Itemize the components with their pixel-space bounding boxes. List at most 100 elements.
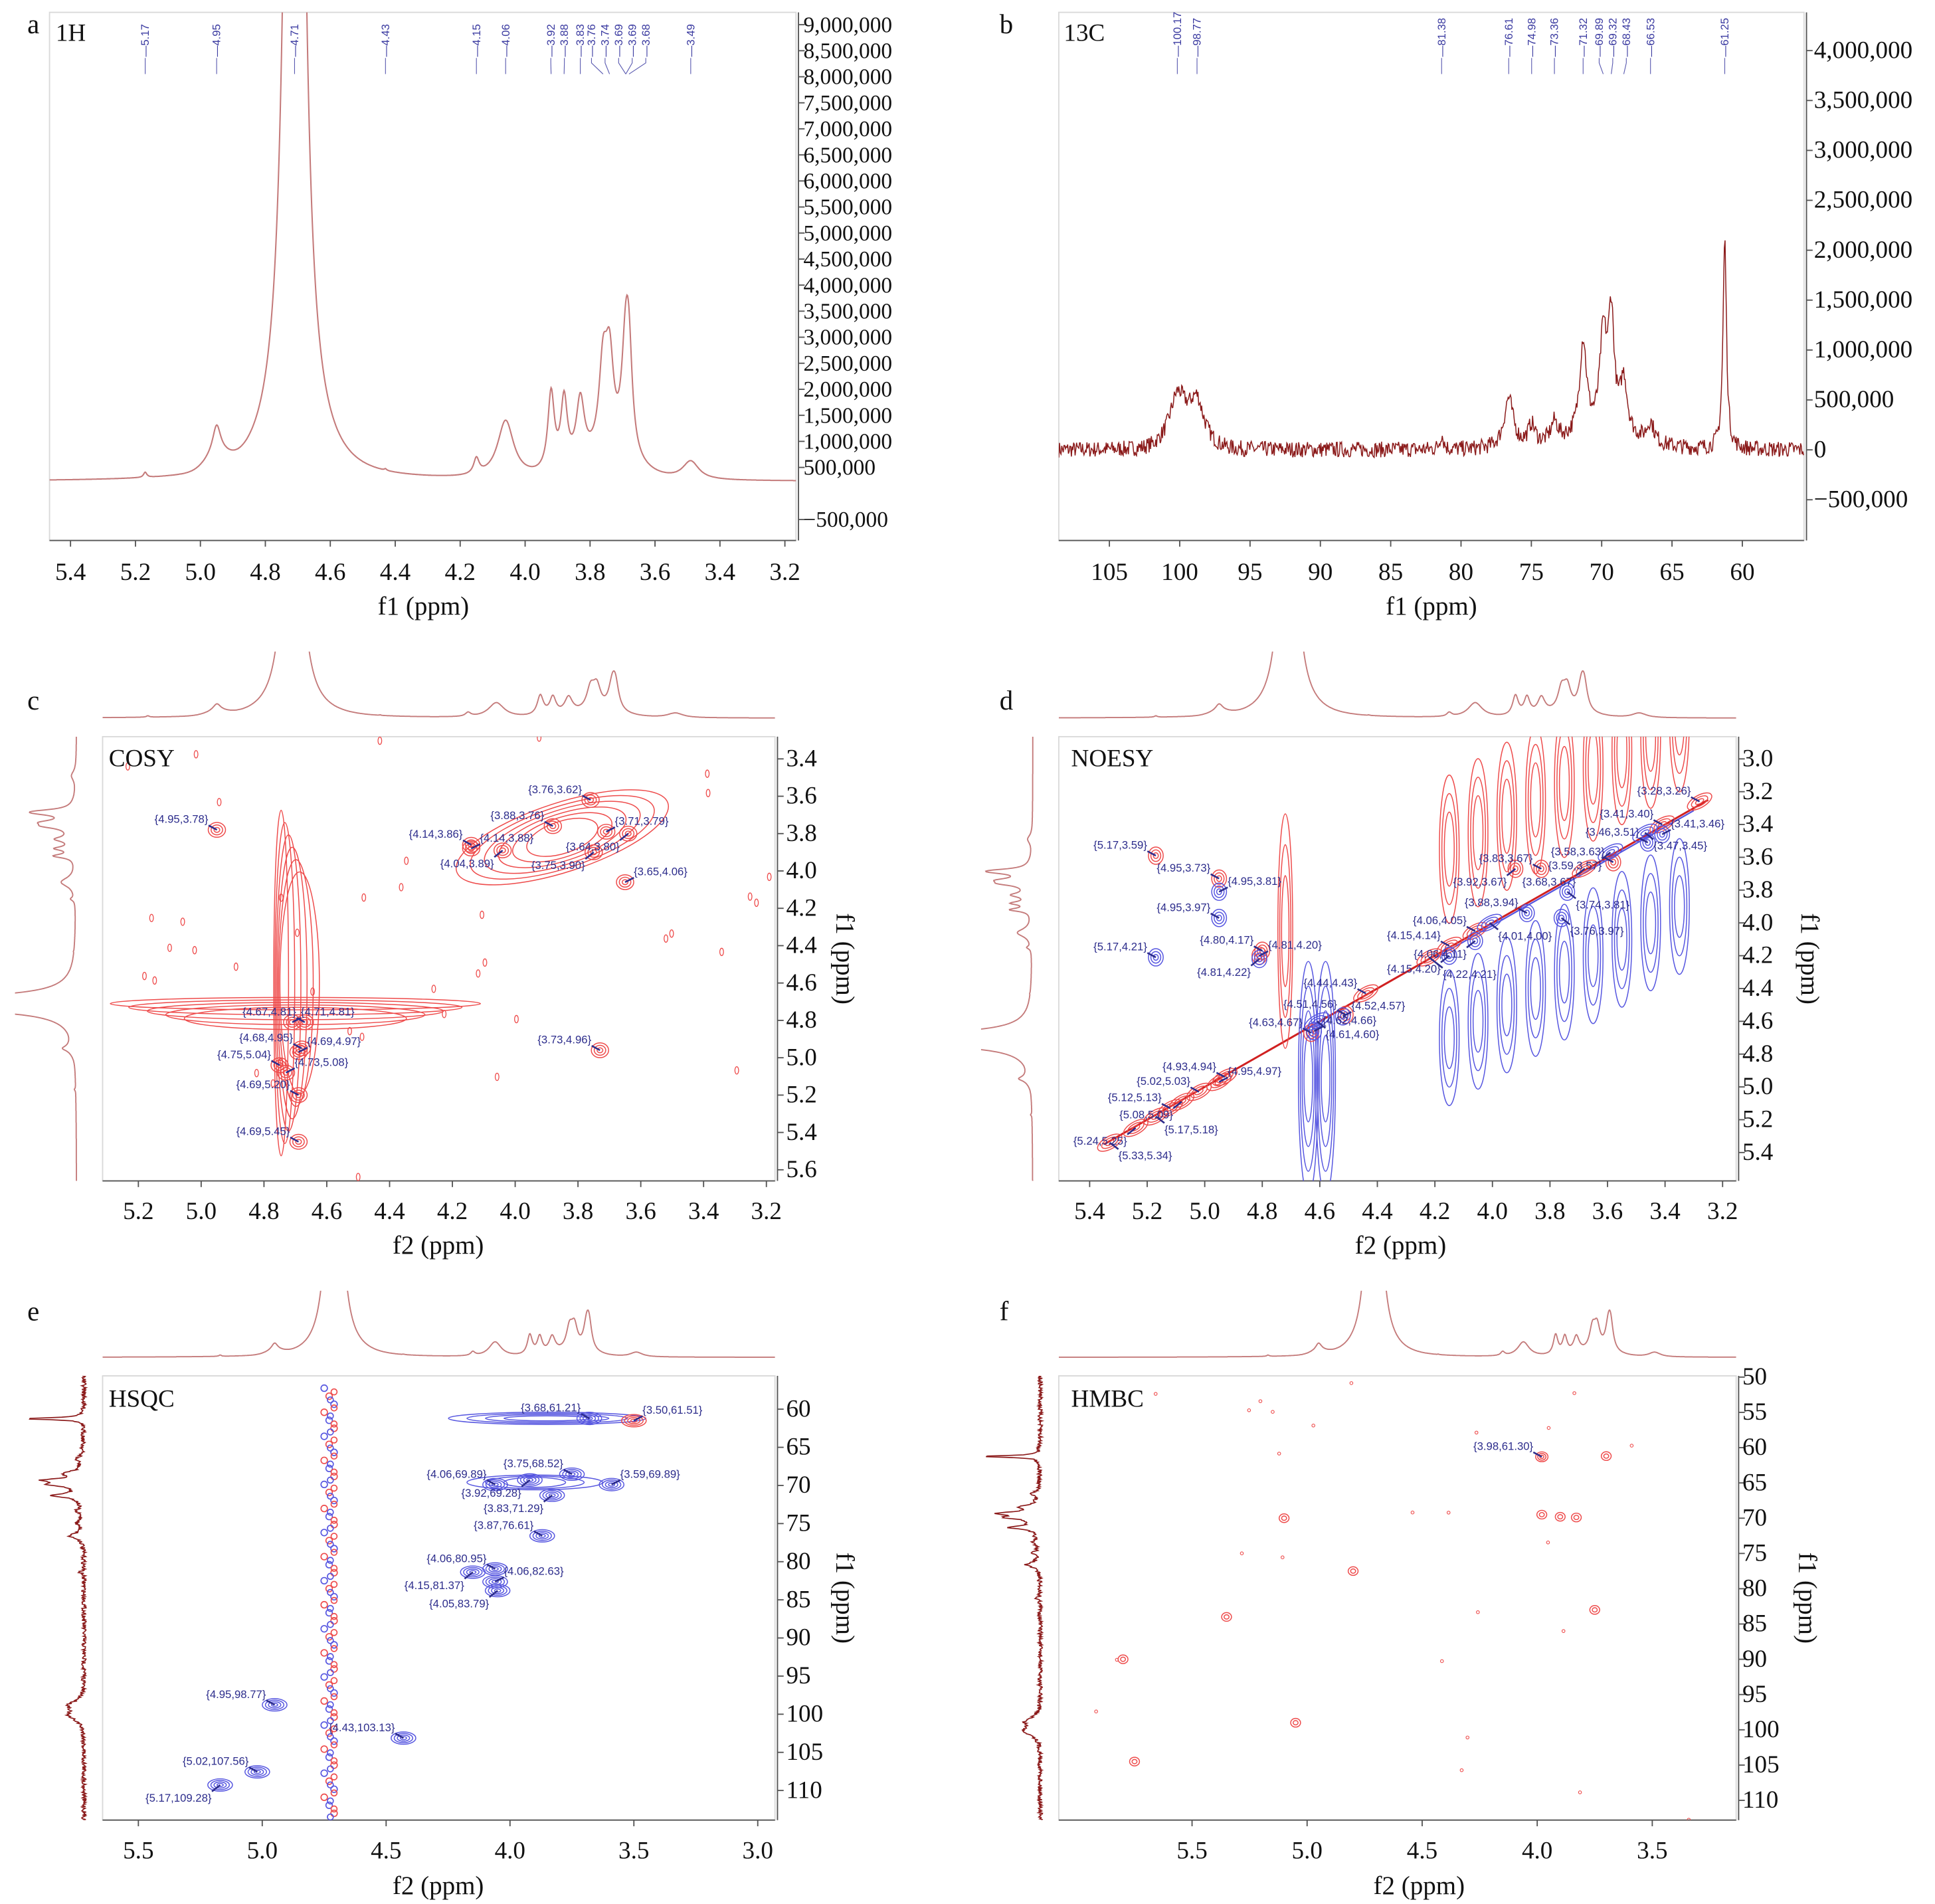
y-tick-label-d: 5.2	[1742, 1106, 1773, 1133]
cross-peak-leader	[1532, 1451, 1542, 1458]
cross-peak-contour	[207, 1778, 233, 1792]
artifact-contour	[327, 1749, 334, 1757]
noise-contour	[1271, 1410, 1275, 1414]
y-tick-label-b: 3,500,000	[1814, 86, 1913, 114]
y-tick-label-e: 65	[786, 1434, 810, 1461]
x-tick-label-a: 3.6	[640, 559, 670, 586]
cross-peak-leader	[1653, 819, 1663, 826]
artifact-contour	[325, 1729, 333, 1737]
cross-peak-leader	[633, 1415, 644, 1422]
water-contour	[1303, 1034, 1313, 1123]
cross-peak-contour	[488, 1481, 502, 1489]
y-tick-label-a: 500,000	[803, 456, 875, 480]
noise-contour	[476, 969, 481, 978]
water-contour	[1297, 961, 1319, 1181]
x-tick-label-a: 3.8	[575, 559, 605, 586]
water-contour	[1321, 1034, 1331, 1123]
cross-peak-label: {4.51,4.56}	[1283, 998, 1337, 1010]
cross-peak-contour	[529, 1529, 555, 1543]
artifact-contour	[320, 1745, 328, 1753]
cross-peak-label: {5.33,5.34}	[1119, 1149, 1172, 1162]
y-tick-label-d: 4.2	[1742, 942, 1773, 969]
artifact-contour	[327, 1428, 334, 1436]
cross-peak-leader	[1428, 957, 1443, 969]
cross-peak-leader	[1604, 856, 1614, 863]
artifact-contour	[330, 1617, 338, 1625]
y-tick-label-e: 95	[786, 1662, 810, 1689]
peak-label-leader	[1598, 58, 1604, 74]
noise-contour	[1546, 1541, 1550, 1545]
cross-peak-leader	[494, 850, 504, 858]
x-tick-label-c: 4.0	[500, 1198, 530, 1225]
cross-peak-contour	[546, 820, 559, 832]
cross-peak-contour	[207, 822, 227, 838]
artifact-contour	[327, 1476, 334, 1484]
panel-letter-a: a	[27, 9, 39, 39]
noise-contour	[1687, 1818, 1691, 1820]
cross-peak-leader	[1155, 1115, 1165, 1124]
cross-peak-contour	[532, 1531, 552, 1541]
cross-peak-label: {4.73,5.08}	[294, 1056, 348, 1068]
lobe-contour	[1470, 777, 1486, 889]
x-tick-label-e: 5.0	[247, 1837, 278, 1864]
artifact-contour	[330, 1400, 338, 1408]
lobe-contour	[1439, 774, 1460, 924]
x-tick-label-f: 5.5	[1176, 1837, 1207, 1864]
artifact-contour	[330, 1693, 338, 1701]
cross-peak-contour	[482, 1477, 508, 1491]
lobe-contour	[1527, 938, 1544, 1038]
cross-peak-leader	[1259, 950, 1269, 957]
lobe-contour	[1467, 758, 1489, 907]
plot-frame-f	[1058, 1375, 1737, 1821]
water-contour	[1301, 1010, 1315, 1147]
cross-peak-label: {4.52,4.57}	[1352, 1000, 1406, 1012]
cross-peak-contour	[559, 1467, 585, 1481]
lobe-contour	[1588, 924, 1599, 987]
y-tick-label-d: 4.6	[1742, 1007, 1773, 1034]
artifact-contour	[325, 1513, 333, 1521]
artifact-contour	[330, 1424, 338, 1432]
minor-contour	[1292, 1720, 1299, 1726]
y-tick-label-c: 4.0	[786, 857, 816, 884]
y-tick-label-f: 105	[1742, 1751, 1780, 1778]
y-tick-label-c: 5.0	[786, 1044, 816, 1071]
x-tick-label-b: 100	[1161, 559, 1198, 586]
cross-peak-label: {3.47,3.45}	[1653, 840, 1707, 852]
x-tick-label-b: 70	[1590, 559, 1614, 586]
cross-peak-leader	[1218, 1076, 1228, 1083]
cross-peak-label: {3.65,4.06}	[634, 865, 688, 878]
y-tick-label-a: 1,000,000	[803, 430, 892, 454]
peak-label: —3.83	[574, 24, 587, 56]
water-contour	[273, 809, 290, 1157]
cross-peak-label: {4.95,3.73}	[1156, 862, 1210, 874]
x-tick-label-f: 5.0	[1292, 1837, 1323, 1864]
cross-peak-leader	[290, 1136, 300, 1143]
lobe-contour	[1496, 741, 1518, 891]
lobe-contour	[1588, 736, 1599, 805]
artifact-contour	[325, 1392, 333, 1400]
y-tick-label-c: 4.6	[786, 969, 816, 997]
x-tick-label-c: 3.8	[563, 1198, 593, 1225]
x-tick-label-d: 3.4	[1649, 1198, 1680, 1225]
cross-peak-contour	[1691, 795, 1708, 808]
x-tick-label-b: 75	[1519, 559, 1544, 586]
cross-peak-contour	[1558, 914, 1565, 921]
artifact-contour	[330, 1709, 338, 1717]
cross-peak-contour	[602, 828, 610, 835]
panel-title-1h: 1H	[56, 19, 86, 47]
artifact-contour	[330, 1500, 338, 1508]
noise-contour	[664, 934, 668, 943]
minor-contour	[1281, 1515, 1287, 1521]
cross-peak-contour	[1214, 872, 1225, 885]
cross-peak-label: {4.71,4.81}	[301, 1005, 355, 1018]
cross-peak-label: {3.87,76.61}	[474, 1519, 534, 1531]
cross-peak-leader	[1172, 1101, 1182, 1109]
noise-contour	[377, 736, 383, 745]
cross-peak-leader	[1466, 940, 1476, 949]
peak-label-leader	[1623, 58, 1627, 74]
cross-peak-contour	[1642, 836, 1653, 849]
minor-contour	[1589, 1605, 1600, 1615]
artifact-contour	[325, 1753, 333, 1761]
cross-peak-leader	[208, 824, 218, 831]
cross-peak-contour	[1256, 955, 1263, 963]
